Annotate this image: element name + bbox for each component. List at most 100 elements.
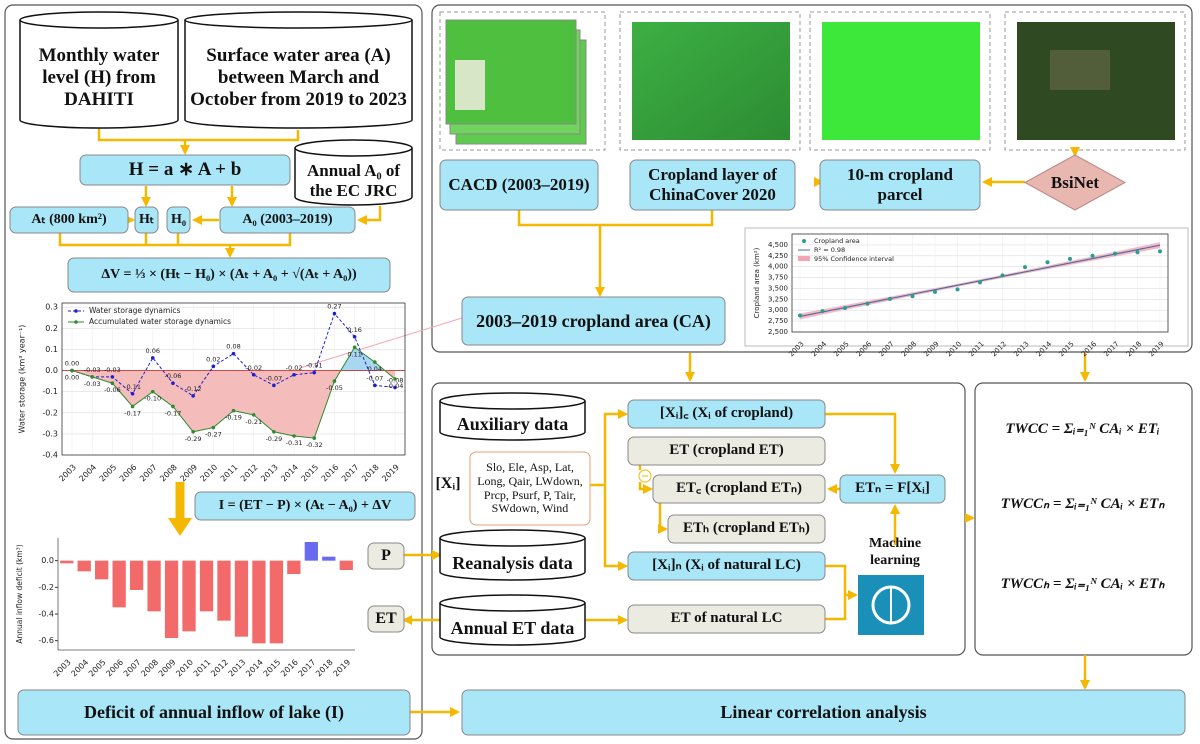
bar: [164, 560, 179, 638]
chart-box: [744, 227, 1189, 347]
x-tick-label: 2017: [340, 463, 361, 484]
y-tick-label: 0.0: [45, 366, 58, 375]
box: [367, 542, 405, 570]
point: [1068, 256, 1072, 261]
point: [865, 301, 870, 306]
legend-label: Water storage dynamics: [89, 306, 180, 315]
value-label: 0.02: [206, 355, 220, 363]
node-label: Annual ET data: [450, 617, 575, 638]
top-panel: [431, 4, 1193, 353]
value-label: -0.03: [84, 380, 101, 388]
point: [955, 287, 960, 292]
point: [312, 436, 317, 440]
box: [219, 206, 356, 234]
point: [191, 394, 195, 398]
value-label: 0.08: [226, 343, 240, 351]
arrow-line: [58, 233, 292, 247]
legend-label: 95% Confidence interval: [814, 255, 894, 263]
value-label: -0.03: [84, 366, 101, 374]
label-box: Annual A₀ of the EC JRC: [307, 161, 400, 200]
point: [150, 356, 155, 360]
series-line: [71, 312, 396, 397]
database: [439, 392, 586, 441]
point: [933, 289, 937, 294]
value-label: -0.06: [104, 386, 121, 394]
label-box: 10-m cropland parcel: [847, 165, 953, 204]
y-axis-label: Water storage (km³ year⁻¹): [18, 325, 27, 434]
box: [819, 159, 981, 211]
value-label: 0.27: [327, 303, 341, 311]
arrow: [825, 564, 858, 600]
legend-label: Accumulated water storage dynamics: [89, 317, 231, 326]
x-tick-label: 2019: [380, 463, 401, 484]
node-label: 2003–2019 cropland area (CA): [476, 310, 711, 331]
box: [67, 257, 391, 293]
point: [798, 313, 802, 318]
diamond: [1023, 154, 1127, 211]
node-label: P: [381, 546, 391, 564]
value-label: 0.16: [347, 326, 361, 334]
x-tick-label: 2009: [178, 463, 199, 484]
node-label: Deficit of annual inflow of lake (I): [84, 702, 344, 723]
node-label: ETₙ = F[Xᵢ]: [855, 480, 930, 497]
y-tick-label: 4,250: [768, 252, 788, 260]
box: [461, 689, 1186, 736]
bar: [252, 560, 266, 644]
label-box: Surface water area (A) between March and…: [190, 45, 407, 110]
value-label: -0.17: [165, 409, 182, 417]
box: [17, 689, 411, 736]
image: [455, 60, 485, 110]
area-positive: [72, 347, 395, 371]
connector: [299, 317, 463, 369]
point: [191, 429, 195, 434]
y-tick-label: 0.3: [45, 303, 58, 312]
area-negative: [72, 370, 395, 439]
bar: [182, 560, 196, 632]
point: [171, 381, 175, 386]
x-tick-label: 2014: [244, 658, 265, 679]
label-box: [Xᵢ]ₙ (Xᵢ of natural LC): [652, 557, 801, 574]
point: [843, 306, 847, 311]
y-tick-label: -0.1: [42, 387, 58, 396]
bar: [77, 560, 91, 572]
point: [130, 404, 135, 409]
point: [1045, 260, 1050, 265]
label-box: Reanalysis data: [452, 553, 573, 573]
y-tick-label: 4,000: [768, 263, 788, 271]
label-box: TWCCₙ = Σᵢ₌₁ᴺ CAᵢ × ETₙ: [1001, 496, 1165, 512]
label-box: ET꜀ (cropland ETₙ): [676, 480, 802, 496]
value-label: 0.06: [146, 347, 160, 355]
label-box: ET of natural LC: [671, 610, 783, 626]
node-label: [Xᵢ]ₙ (Xᵢ of natural LC): [652, 557, 801, 574]
point: [1023, 265, 1027, 270]
label-box: 2003–2019 cropland area (CA): [476, 310, 711, 331]
value-label: -0.11: [124, 383, 141, 391]
x-tick-label: 2008: [158, 463, 179, 484]
x-tick-label: 2006: [118, 463, 139, 484]
x-tick-label: 2004: [77, 463, 98, 484]
x-tick-label: 2018: [314, 658, 335, 679]
box: [627, 436, 826, 466]
value-label: -0.17: [124, 409, 141, 417]
x-tick-label: 2016: [279, 658, 300, 679]
x-tick-label: 2016: [320, 463, 341, 484]
arrow: [825, 412, 900, 474]
bar: [60, 560, 74, 564]
label-box: H = a ∗ A + b: [129, 159, 242, 180]
value-label: 0.11: [347, 350, 361, 358]
x-tick-label: 2011: [219, 463, 240, 484]
image: [822, 22, 980, 140]
box: [461, 296, 726, 346]
bar: [234, 560, 249, 637]
legend-marker: [802, 239, 806, 243]
box: [367, 605, 405, 633]
x-tick-label: 2012: [239, 463, 260, 484]
legend-label: Cropland area: [814, 237, 860, 245]
x-tick-label: 2006: [104, 658, 125, 679]
point: [1000, 273, 1005, 278]
left-panel: [4, 4, 423, 740]
label-box: Machine learning: [869, 536, 921, 567]
arrow-line: [517, 210, 714, 227]
label-box: BsiNet: [1051, 173, 1099, 192]
y-tick-label: -0.4: [38, 610, 54, 619]
